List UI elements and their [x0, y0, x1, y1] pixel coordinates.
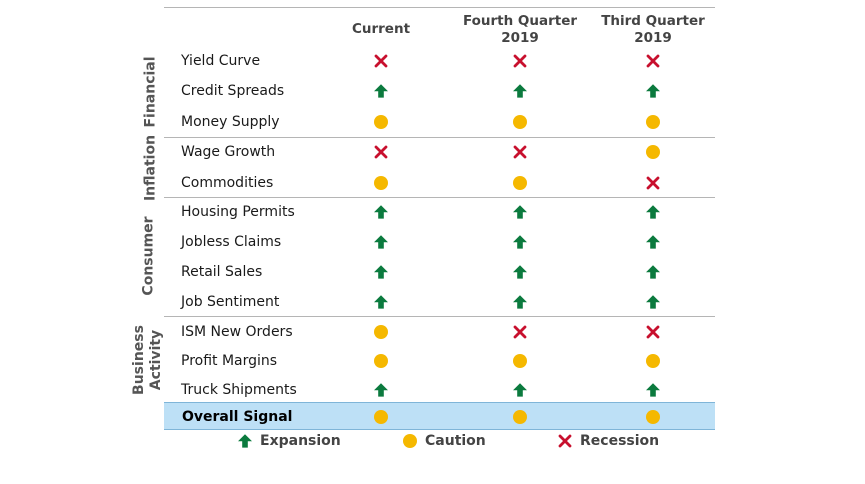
x-mark-icon: [558, 434, 572, 448]
circle-icon: [513, 115, 527, 129]
legend-label: Recession: [580, 433, 660, 449]
circle-icon: [646, 410, 660, 424]
legend-item-caution: Caution: [402, 433, 486, 449]
x-mark-icon: [646, 176, 660, 190]
up-arrow-icon: [238, 434, 252, 448]
category-label: Consumer: [140, 216, 157, 296]
up-arrow-icon: [374, 84, 388, 98]
legend-label: Caution: [425, 433, 486, 449]
column-header: Third Quarter 2019: [601, 13, 705, 46]
group-divider: [164, 137, 715, 138]
indicator-label: Profit Margins: [181, 353, 278, 369]
up-arrow-icon: [374, 205, 388, 219]
circle-icon: [374, 115, 388, 129]
circle-icon: [646, 115, 660, 129]
legend-item-recession: Recession: [557, 433, 659, 449]
circle-icon: [646, 354, 660, 368]
up-arrow-icon: [646, 84, 660, 98]
indicator-label: Jobless Claims: [181, 234, 282, 250]
circle-icon: [646, 145, 660, 159]
up-arrow-icon: [646, 295, 660, 309]
up-arrow-icon: [646, 383, 660, 397]
column-header: Fourth Quarter 2019: [462, 13, 578, 46]
category-label: Inflation: [142, 134, 159, 202]
circle-icon: [513, 176, 527, 190]
up-arrow-icon: [513, 235, 527, 249]
indicator-label: Job Sentiment: [181, 294, 280, 310]
x-mark-icon: [646, 325, 660, 339]
up-arrow-icon: [513, 84, 527, 98]
up-arrow-icon: [646, 235, 660, 249]
circle-icon: [374, 354, 388, 368]
x-mark-icon: [513, 145, 527, 159]
overall-signal-row: [164, 402, 715, 430]
indicator-label: Credit Spreads: [181, 83, 285, 99]
indicator-label: Money Supply: [181, 114, 280, 130]
circle-icon: [513, 354, 527, 368]
circle-icon: [374, 325, 388, 339]
up-arrow-icon: [374, 295, 388, 309]
group-divider: [164, 197, 715, 198]
up-arrow-icon: [513, 295, 527, 309]
category-label: Business Activity: [131, 325, 164, 395]
up-arrow-icon: [374, 265, 388, 279]
indicator-label: Retail Sales: [181, 264, 263, 280]
indicator-label: Truck Shipments: [181, 382, 297, 398]
legend-label: Expansion: [260, 433, 341, 449]
indicator-label: Yield Curve: [181, 53, 261, 69]
circle-icon: [403, 434, 417, 448]
circle-icon: [374, 176, 388, 190]
up-arrow-icon: [374, 235, 388, 249]
x-mark-icon: [374, 145, 388, 159]
up-arrow-icon: [513, 205, 527, 219]
circle-icon: [513, 410, 527, 424]
group-divider: [164, 316, 715, 317]
up-arrow-icon: [374, 383, 388, 397]
overall-signal-label: Overall Signal: [182, 409, 293, 425]
x-mark-icon: [513, 325, 527, 339]
up-arrow-icon: [513, 383, 527, 397]
header-top-rule: [164, 7, 715, 8]
category-label: Financial: [142, 56, 159, 128]
up-arrow-icon: [646, 265, 660, 279]
legend-item-expansion: Expansion: [237, 433, 341, 449]
up-arrow-icon: [646, 205, 660, 219]
indicator-label: Wage Growth: [181, 144, 276, 160]
indicator-label: Housing Permits: [181, 204, 295, 220]
up-arrow-icon: [513, 265, 527, 279]
circle-icon: [374, 410, 388, 424]
x-mark-icon: [374, 54, 388, 68]
column-header: Current: [351, 20, 411, 37]
x-mark-icon: [646, 54, 660, 68]
indicator-label: Commodities: [181, 175, 274, 191]
indicator-label: ISM New Orders: [181, 324, 293, 340]
x-mark-icon: [513, 54, 527, 68]
